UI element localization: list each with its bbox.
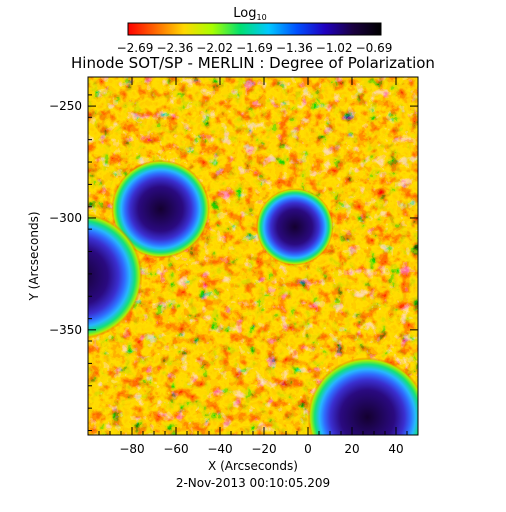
- colorbar-tick-label: −2.69: [117, 41, 154, 55]
- y-tick-label: −250: [49, 99, 82, 113]
- x-axis-ticks: −80 −60 −40 −20 0 20 40: [87, 77, 419, 456]
- sunspot: [88, 213, 143, 339]
- colorbar-tick-label: −0.69: [356, 41, 393, 55]
- polarization-map: [88, 77, 418, 435]
- y-tick-label: −350: [49, 323, 82, 337]
- sunspot: [256, 188, 334, 266]
- observation-date: 2-Nov-2013 00:10:05.209: [176, 476, 330, 490]
- colorbar-label: Log10: [233, 6, 266, 22]
- x-tick-label: 20: [344, 442, 359, 456]
- colorbar-tick-label: −1.69: [236, 41, 273, 55]
- colorbar-tick-label: −1.36: [276, 41, 313, 55]
- plot-title: Hinode SOT/SP - MERLIN : Degree of Polar…: [71, 54, 435, 72]
- x-tick-label: −40: [207, 442, 232, 456]
- x-axis-label: X (Arcseconds): [208, 459, 298, 473]
- colorbar-tick-label: −2.02: [196, 41, 233, 55]
- colorbar-ticks: −2.69 −2.36 −2.02 −1.69 −1.36 −1.02 −0.69: [117, 41, 393, 55]
- x-tick-label: 0: [304, 442, 312, 456]
- y-tick-label: −300: [49, 211, 82, 225]
- colorbar-tick-label: −2.36: [156, 41, 193, 55]
- x-tick-label: −80: [119, 442, 144, 456]
- y-axis-ticks: −250 −300 −350: [49, 94, 418, 432]
- sunspot: [307, 357, 418, 435]
- x-tick-label: −60: [163, 442, 188, 456]
- x-tick-label: 40: [388, 442, 403, 456]
- colorbar: [127, 22, 382, 36]
- colorbar-tick-label: −1.02: [316, 41, 353, 55]
- sunspot-group: [88, 159, 418, 435]
- y-axis-label: Y (Arcseconds): [27, 211, 41, 301]
- x-tick-label: −20: [251, 442, 276, 456]
- sunspot: [111, 159, 210, 259]
